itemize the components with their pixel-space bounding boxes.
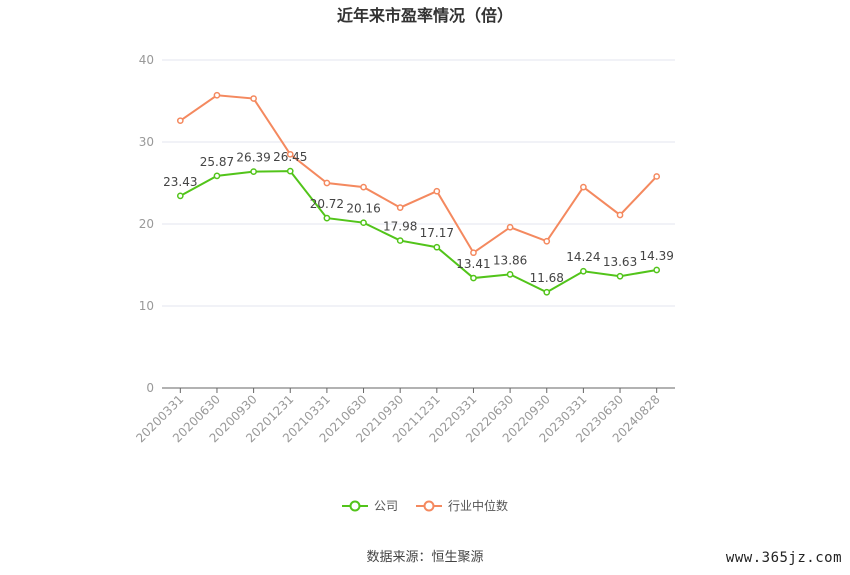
data-point [176,117,184,125]
data-point [616,211,624,219]
data-point [396,204,404,211]
data-label: 13.63 [603,255,637,269]
data-point [360,219,367,227]
legend-marker-icon [416,500,442,511]
series-line [179,94,658,255]
y-tick-label: 0 [146,381,154,395]
y-tick-label: 20 [139,217,154,231]
data-point [543,288,551,296]
data-point [433,187,441,195]
data-point [543,237,551,245]
data-point [653,173,661,180]
data-label: 14.24 [566,250,600,264]
data-point [250,168,257,175]
data-point [250,95,257,102]
data-point [506,223,514,231]
data-point [286,150,294,158]
data-point [286,167,294,175]
data-point [360,183,367,191]
legend-dot [423,500,435,511]
source-note: 数据来源：恒生聚源 [366,550,484,565]
y-tick-label: 30 [139,135,154,149]
data-point [506,270,514,278]
data-point [213,91,221,99]
line-chart: 0102030402020033120200630202009302020123… [133,53,675,445]
data-point [396,237,404,244]
data-point [580,267,587,275]
legend-item[interactable]: 行业中位数 [416,497,508,514]
data-label: 26.39 [236,151,270,165]
legend: 公司 行业中位数 [0,497,850,514]
data-label: 11.68 [530,271,564,285]
data-point [323,214,331,222]
y-tick-label: 40 [139,53,154,67]
legend-label: 行业中位数 [448,499,509,513]
legend-item[interactable]: 公司 [341,497,398,514]
series-line [179,170,657,294]
data-point [653,266,661,274]
data-point [213,172,221,180]
data-label: 20.16 [346,202,380,216]
data-label: 26.45 [273,150,307,164]
axes: 0102030402020033120200630202009302020123… [133,53,675,445]
legend-label: 公司 [373,499,398,513]
data-label: 17.98 [383,220,417,234]
data-point [616,272,624,280]
data-point [580,183,587,191]
data-label: 23.43 [163,175,197,189]
data-point [433,243,441,251]
data-label: 17.17 [420,226,454,240]
data-point [176,192,184,200]
grid-lines [162,59,675,307]
data-label: 13.41 [456,257,490,271]
data-label: 14.39 [639,249,673,263]
chart-title: 近年来市盈率情况（倍） [336,6,513,25]
data-label: 13.86 [493,253,527,267]
watermark: www.365jz.com [725,550,842,566]
data-point [470,249,477,257]
y-tick-label: 10 [139,299,154,313]
data-label: 25.87 [200,155,234,169]
legend-dot [349,500,361,511]
series-lines [176,91,661,296]
data-label: 20.72 [310,197,344,211]
data-point [470,274,477,282]
legend-marker-icon [341,500,368,511]
data-point [323,179,331,187]
